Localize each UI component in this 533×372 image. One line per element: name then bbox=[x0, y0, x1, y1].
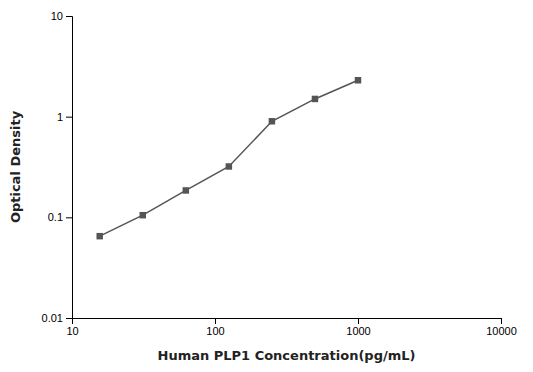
x-tick-mark bbox=[501, 318, 502, 324]
chart: 10 100 1000 10000 0.01 0.1 1 10 Human PLP1 Conce… bbox=[0, 0, 533, 372]
y-tick: 1 bbox=[57, 111, 72, 123]
x-tick-label: 10 bbox=[66, 325, 78, 337]
y-tick-mark bbox=[66, 117, 72, 118]
x-axis-title: Human PLP1 Concentration(pg/mL) bbox=[158, 348, 416, 363]
point bbox=[269, 118, 275, 124]
y-tick-label: 0.1 bbox=[48, 211, 63, 223]
x-axis: 10 100 1000 10000 bbox=[66, 318, 516, 337]
y-tick: 10 bbox=[51, 10, 72, 22]
x-axis-line bbox=[73, 319, 502, 325]
x-tick-label: 10000 bbox=[486, 325, 517, 337]
x-tick: 10000 bbox=[486, 318, 517, 337]
marks bbox=[96, 77, 361, 239]
y-axis-line bbox=[66, 17, 73, 319]
x-tick-label: 100 bbox=[206, 325, 224, 337]
y-axis-title: Optical Density bbox=[8, 110, 23, 223]
y-tick-label: 0.01 bbox=[42, 312, 63, 324]
x-tick: 10 bbox=[66, 318, 78, 337]
y-tick: 0.1 bbox=[48, 211, 72, 223]
point bbox=[312, 96, 318, 102]
y-tick-mark bbox=[66, 16, 72, 17]
x-tick-mark bbox=[215, 318, 216, 324]
point bbox=[96, 233, 102, 239]
x-tick: 100 bbox=[206, 318, 224, 337]
plot-area: 10 100 1000 10000 0.01 0.1 1 10 Human PLP1 Conce… bbox=[8, 10, 517, 363]
y-tick-mark bbox=[66, 217, 72, 218]
y-tick-mark bbox=[66, 318, 72, 319]
y-tick-label: 10 bbox=[51, 10, 63, 22]
point bbox=[355, 77, 361, 83]
y-tick: 0.01 bbox=[42, 312, 72, 324]
x-tick: 1000 bbox=[346, 318, 370, 337]
y-axis: 0.01 0.1 1 10 bbox=[42, 10, 73, 324]
point bbox=[183, 187, 189, 193]
x-tick-label: 1000 bbox=[346, 325, 370, 337]
point bbox=[226, 163, 232, 169]
line bbox=[100, 80, 358, 236]
y-tick-label: 1 bbox=[57, 111, 63, 123]
x-tick-mark bbox=[358, 318, 359, 324]
point bbox=[140, 212, 146, 218]
